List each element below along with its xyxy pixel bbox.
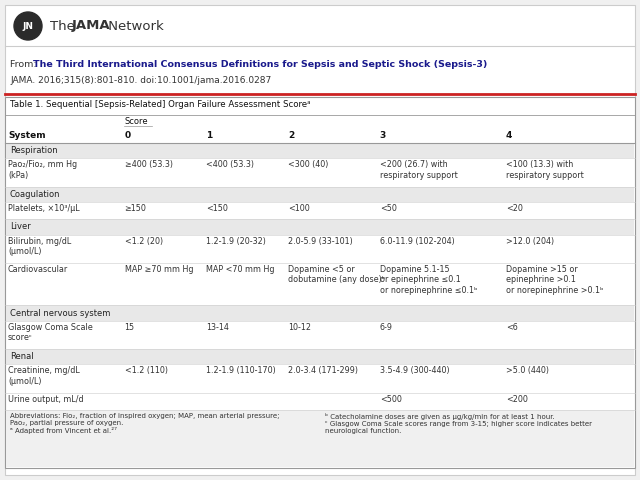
Text: 1.2-1.9 (110-170): 1.2-1.9 (110-170): [207, 366, 276, 375]
Text: 0: 0: [125, 131, 131, 140]
Text: Cardiovascular: Cardiovascular: [8, 265, 68, 274]
Text: <50: <50: [380, 204, 397, 213]
Text: 3.5-4.9 (300-440): 3.5-4.9 (300-440): [380, 366, 449, 375]
Text: Score: Score: [125, 117, 148, 126]
Text: <100: <100: [289, 204, 310, 213]
Text: <500: <500: [380, 395, 401, 404]
Text: 2: 2: [289, 131, 294, 140]
Text: 4: 4: [506, 131, 512, 140]
Text: From:: From:: [10, 60, 40, 69]
Circle shape: [14, 12, 42, 40]
Text: <400 (53.3): <400 (53.3): [207, 160, 255, 169]
Text: <200 (26.7) with
respiratory support: <200 (26.7) with respiratory support: [380, 160, 458, 180]
Text: Dopamine >15 or
epinephrine >0.1
or norepinephrine >0.1ᵇ: Dopamine >15 or epinephrine >0.1 or nore…: [506, 265, 604, 295]
Text: MAP <70 mm Hg: MAP <70 mm Hg: [207, 265, 275, 274]
Text: 15: 15: [125, 323, 134, 332]
Text: 13-14: 13-14: [207, 323, 229, 332]
Text: Coagulation: Coagulation: [10, 190, 61, 199]
Text: 2.0-5.9 (33-101): 2.0-5.9 (33-101): [289, 237, 353, 246]
Text: Bilirubin, mg/dL
(μmol/L): Bilirubin, mg/dL (μmol/L): [8, 237, 71, 256]
Text: 6.0-11.9 (102-204): 6.0-11.9 (102-204): [380, 237, 454, 246]
Text: The: The: [50, 20, 79, 33]
Text: System: System: [8, 131, 45, 140]
Bar: [6, 143, 634, 158]
Text: Dopamine 5.1-15
or epinephrine ≤0.1
or norepinephrine ≤0.1ᵇ: Dopamine 5.1-15 or epinephrine ≤0.1 or n…: [380, 265, 477, 295]
Text: ≥400 (53.3): ≥400 (53.3): [125, 160, 173, 169]
Text: <6: <6: [506, 323, 518, 332]
Text: 3: 3: [380, 131, 386, 140]
Text: <300 (40): <300 (40): [289, 160, 329, 169]
Text: JN: JN: [22, 22, 33, 31]
Text: Glasgow Coma Scale
scoreᶜ: Glasgow Coma Scale scoreᶜ: [8, 323, 93, 342]
Text: <20: <20: [506, 204, 523, 213]
Text: >5.0 (440): >5.0 (440): [506, 366, 548, 375]
Text: Creatinine, mg/dL
(μmol/L): Creatinine, mg/dL (μmol/L): [8, 366, 80, 385]
Text: Platelets, ×10³/μL: Platelets, ×10³/μL: [8, 204, 79, 213]
Text: <1.2 (20): <1.2 (20): [125, 237, 163, 246]
Text: MAP ≥70 mm Hg: MAP ≥70 mm Hg: [125, 265, 193, 274]
Text: Dopamine <5 or
dobutamine (any dose)ᵇ: Dopamine <5 or dobutamine (any dose)ᵇ: [289, 265, 385, 284]
Text: ᵇ Catecholamine doses are given as μg/kg/min for at least 1 hour.
ᶜ Glasgow Coma: ᵇ Catecholamine doses are given as μg/kg…: [325, 413, 592, 434]
Text: 2.0-3.4 (171-299): 2.0-3.4 (171-299): [289, 366, 358, 375]
Bar: [6, 219, 634, 235]
Bar: [6, 187, 634, 202]
Text: >12.0 (204): >12.0 (204): [506, 237, 554, 246]
Text: 1.2-1.9 (20-32): 1.2-1.9 (20-32): [207, 237, 266, 246]
Bar: [6, 305, 634, 321]
Text: Central nervous system: Central nervous system: [10, 309, 110, 317]
Text: 10-12: 10-12: [289, 323, 311, 332]
Text: Urine output, mL/d: Urine output, mL/d: [8, 395, 84, 404]
Text: The Third International Consensus Definitions for Sepsis and Septic Shock (Sepsi: The Third International Consensus Defini…: [33, 60, 488, 69]
Text: JAMA: JAMA: [72, 20, 111, 33]
Text: <150: <150: [207, 204, 228, 213]
Text: <1.2 (110): <1.2 (110): [125, 366, 168, 375]
Text: ≥150: ≥150: [125, 204, 147, 213]
Text: <100 (13.3) with
respiratory support: <100 (13.3) with respiratory support: [506, 160, 584, 180]
Text: 6-9: 6-9: [380, 323, 393, 332]
Text: Table 1. Sequential [Sepsis-Related] Organ Failure Assessment Scoreᵃ: Table 1. Sequential [Sepsis-Related] Org…: [10, 100, 310, 109]
Bar: [6, 410, 634, 467]
Text: <200: <200: [506, 395, 527, 404]
Bar: [5, 97, 635, 468]
Text: Respiration: Respiration: [10, 146, 58, 155]
Text: Network: Network: [104, 20, 164, 33]
Text: Liver: Liver: [10, 222, 31, 231]
Text: JAMA. 2016;315(8):801-810. doi:10.1001/jama.2016.0287: JAMA. 2016;315(8):801-810. doi:10.1001/j…: [10, 76, 271, 85]
Text: Abbreviations: Fio₂, fraction of inspired oxygen; MAP, mean arterial pressure;
P: Abbreviations: Fio₂, fraction of inspire…: [10, 413, 280, 434]
Text: 1: 1: [207, 131, 212, 140]
Text: Renal: Renal: [10, 352, 34, 361]
Text: Pao₂/Fio₂, mm Hg
(kPa): Pao₂/Fio₂, mm Hg (kPa): [8, 160, 77, 180]
Bar: [6, 349, 634, 364]
